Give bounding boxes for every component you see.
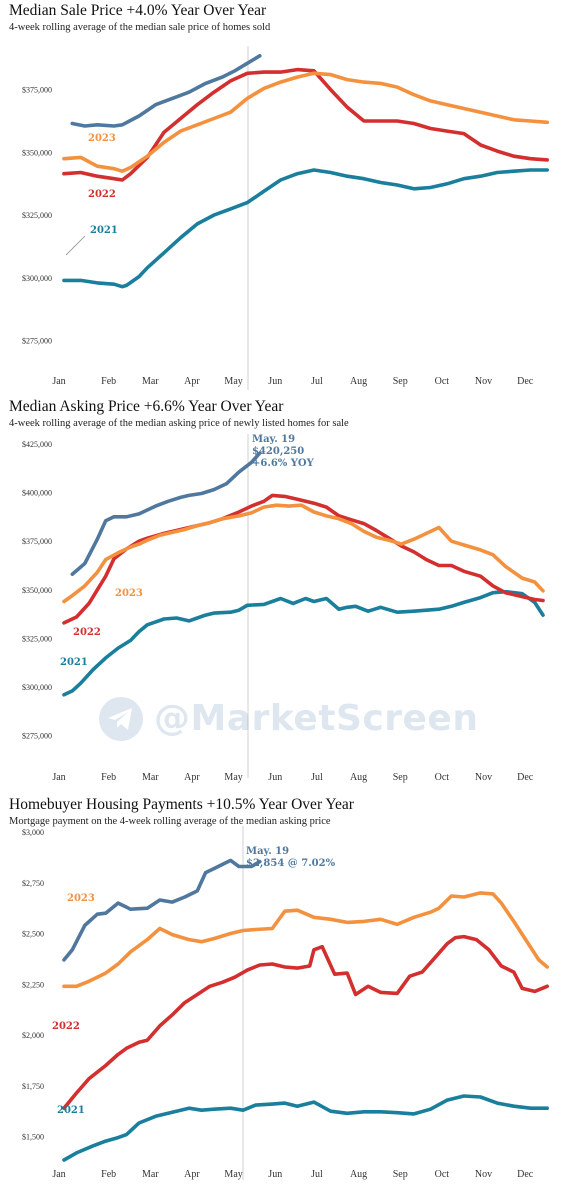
series-line (70, 54, 262, 128)
line-chart-sale-price: $275,000 $300,000 $325,000 $350,000 $375,000… (22, 46, 549, 390)
chart-subtitle: 4-week rolling average of the median sal… (9, 22, 271, 33)
annotation-line: $420,250 (252, 446, 304, 457)
x-tick-label: Apr (184, 772, 200, 783)
x-tick-label: Jan (52, 772, 65, 783)
y-tick-label: $2,250 (22, 980, 44, 989)
series-line (62, 67, 549, 182)
series-line (62, 934, 549, 1110)
y-tick-label: $2,500 (22, 930, 44, 939)
series-label: 2022 (52, 1021, 80, 1032)
x-tick-label: Dec (517, 772, 534, 783)
series-line (62, 891, 549, 989)
series-line (62, 589, 545, 697)
y-tick-label: $3,000 (22, 828, 44, 837)
x-tick-label: Apr (184, 1169, 200, 1180)
series-label: 2021 (57, 1105, 85, 1116)
y-tick-label: $325,000 (22, 211, 52, 220)
y-tick-label: $375,000 (22, 537, 52, 546)
y-tick-label: $375,000 (22, 86, 52, 95)
x-tick-label: Jul (311, 376, 323, 387)
chart-panel-housing-payments: Homebuyer Housing Payments +10.5% Year O… (0, 792, 565, 1200)
series-label: 2022 (88, 189, 116, 200)
chart-title: Homebuyer Housing Payments +10.5% Year O… (9, 796, 354, 813)
series-line (62, 858, 262, 962)
line-chart-housing-payments: $1,500 $1,750 $2,000 $2,250 $2,500 $2,750 $3,0… (22, 826, 549, 1180)
x-tick-label: Nov (475, 1169, 492, 1180)
line-chart-asking-price: $275,000 $300,000 $325,000 $350,000 $375,000… (22, 434, 545, 783)
annotation-line: +6.6% YOY (252, 458, 315, 469)
y-tick-label: $300,000 (22, 683, 52, 692)
x-tick-label: May (224, 1169, 242, 1180)
series-line (62, 71, 549, 173)
series-label: 2021 (60, 657, 88, 668)
series-line (62, 168, 549, 289)
x-tick-label: Apr (184, 376, 200, 387)
x-tick-label: Mar (142, 376, 159, 387)
series-line (70, 451, 262, 576)
x-tick-label: Nov (475, 376, 492, 387)
x-tick-label: Aug (350, 1169, 367, 1180)
chart-subtitle: 4-week rolling average of the median ask… (9, 418, 349, 429)
annotation-line: $2,854 @ 7.02% (246, 858, 336, 869)
y-tick-label: $275,000 (22, 337, 52, 346)
y-tick-label: $1,500 (22, 1133, 44, 1142)
y-tick-label: $325,000 (22, 634, 52, 643)
chart-title: Median Asking Price +6.6% Year Over Year (9, 398, 284, 415)
x-tick-label: Dec (517, 1169, 534, 1180)
x-tick-label: Jan (52, 1169, 65, 1180)
x-tick-label: Aug (350, 376, 367, 387)
y-tick-label: $400,000 (22, 489, 52, 498)
x-tick-label: Sep (393, 376, 408, 387)
chart-panel-sale-price: Median Sale Price +4.0% Year Over Year 4… (0, 0, 565, 392)
x-tick-label: Jun (268, 772, 282, 783)
x-tick-label: Sep (393, 1169, 408, 1180)
chart-subtitle: Mortgage payment on the 4-week rolling a… (9, 816, 331, 827)
y-tick-label: $2,750 (22, 879, 44, 888)
x-tick-label: Nov (475, 772, 492, 783)
annotation-line: May. 19 (246, 846, 289, 857)
annotation-line: May. 19 (252, 434, 295, 445)
x-tick-label: Feb (101, 772, 116, 783)
series-label: 2022 (73, 627, 101, 638)
x-tick-label: Jan (52, 376, 65, 387)
x-tick-label: May (224, 772, 242, 783)
x-tick-label: Dec (517, 376, 534, 387)
series-label: 2021 (90, 225, 118, 236)
series-label: 2023 (88, 133, 116, 144)
x-tick-label: Jun (268, 376, 282, 387)
x-tick-label: Jul (311, 772, 323, 783)
y-tick-label: $275,000 (22, 732, 52, 741)
x-tick-label: Jun (268, 1169, 282, 1180)
y-tick-label: $425,000 (22, 440, 52, 449)
chart-title: Median Sale Price +4.0% Year Over Year (9, 2, 267, 19)
x-tick-label: May (224, 376, 242, 387)
x-tick-label: Feb (101, 376, 116, 387)
series-line (62, 1094, 549, 1162)
y-tick-label: $2,000 (22, 1031, 44, 1040)
label-leader-line (65, 235, 86, 256)
y-tick-label: $1,750 (22, 1082, 44, 1091)
x-tick-label: Oct (435, 376, 450, 387)
x-tick-label: Feb (101, 1169, 116, 1180)
y-tick-label: $350,000 (22, 586, 52, 595)
series-line (62, 503, 545, 604)
x-tick-label: Oct (435, 772, 450, 783)
x-tick-label: Sep (393, 772, 408, 783)
chart-panel-asking-price: Median Asking Price +6.6% Year Over Year… (0, 392, 565, 792)
series-line (62, 493, 545, 625)
x-tick-label: Aug (350, 772, 367, 783)
x-tick-label: Jul (311, 1169, 323, 1180)
y-tick-label: $300,000 (22, 274, 52, 283)
x-tick-label: Oct (435, 1169, 450, 1180)
y-tick-label: $350,000 (22, 148, 52, 157)
series-label: 2023 (115, 588, 143, 599)
x-tick-label: Mar (142, 772, 159, 783)
x-tick-label: Mar (142, 1169, 159, 1180)
series-label: 2023 (67, 893, 95, 904)
